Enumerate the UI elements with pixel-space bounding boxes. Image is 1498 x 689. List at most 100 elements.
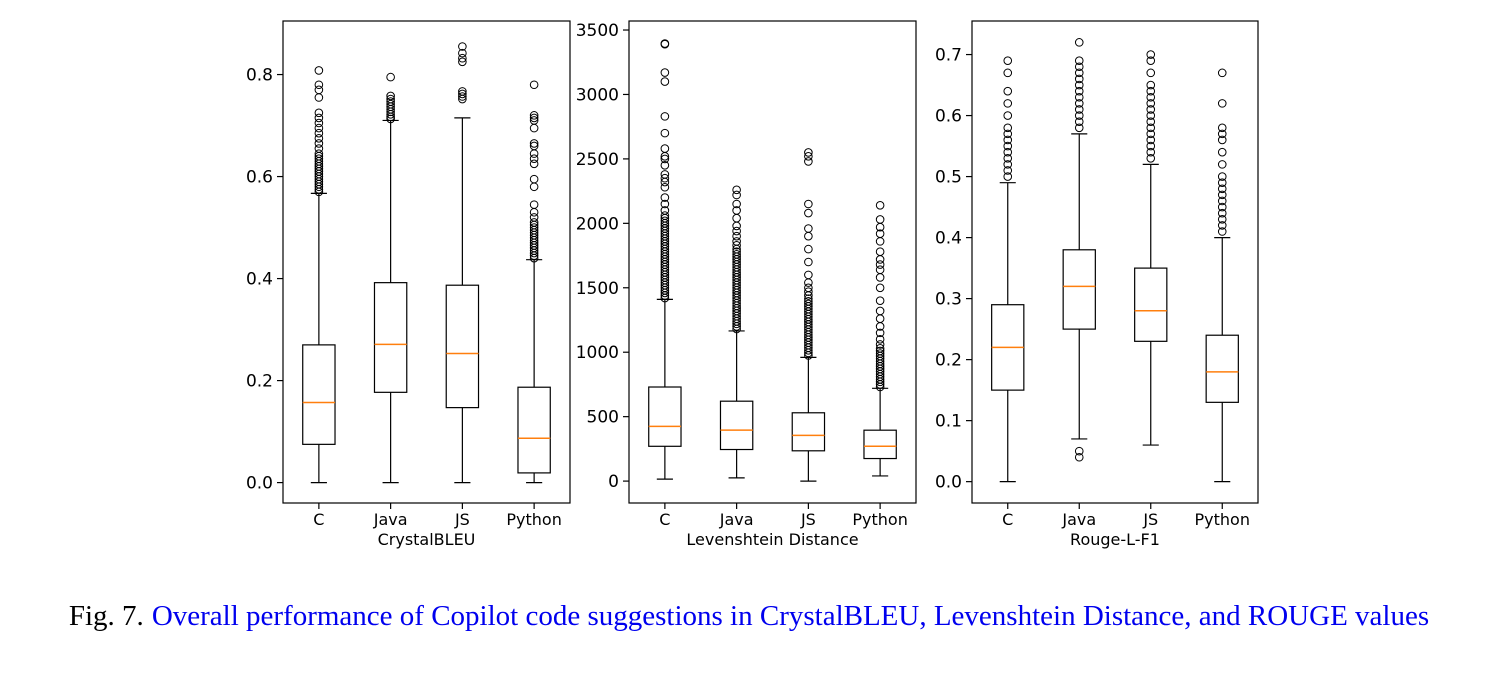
outlier-point [660, 170, 670, 179]
plot-frame [282, 20, 571, 504]
outlier-point [1074, 56, 1084, 65]
outlier-point [875, 283, 885, 293]
outlier-point [660, 77, 670, 86]
outlier-point [660, 154, 670, 164]
outlier-point [1146, 117, 1156, 126]
x-axis-label: Rouge-L-F1 [1070, 530, 1160, 549]
plot-frame [628, 20, 917, 504]
outlier-point [314, 139, 324, 148]
box-c [648, 386, 682, 447]
outlier-point [732, 206, 741, 215]
outlier-point [732, 199, 741, 209]
outlier-point [1003, 172, 1013, 181]
outlier-point [804, 257, 813, 267]
outlier-point [732, 190, 741, 200]
outlier-point [660, 112, 670, 121]
outlier-point [1146, 105, 1156, 114]
outlier-point [1003, 123, 1013, 133]
outlier-point [314, 66, 324, 75]
outlier-point [314, 149, 324, 158]
box-js [445, 284, 480, 409]
outlier-point [732, 213, 741, 223]
outlier-point [1146, 56, 1156, 65]
y-tick-label: 0.8 [246, 66, 273, 86]
outlier-point [458, 57, 467, 67]
outlier-point [314, 118, 324, 128]
caption-text: Overall performance of Copilot code sugg… [151, 600, 1430, 632]
y-tick-label: 0.0 [246, 474, 273, 494]
y-tick-label: 500 [587, 408, 619, 428]
outlier-point [1217, 135, 1227, 145]
x-tick-label: C [659, 510, 670, 529]
outlier-point [1217, 68, 1227, 78]
outlier-point [1217, 196, 1227, 206]
outlier-point [875, 273, 885, 282]
outlier-point [314, 128, 324, 138]
chart-panel-1: 0.0 0.2 0.4 0.6 0.8 C Java JS Python CrystalBLEU [246, 20, 571, 549]
outlier-point [875, 296, 885, 305]
outlier-point [660, 211, 670, 220]
outlier-point [529, 159, 539, 169]
outlier-point [529, 223, 539, 232]
y-tick-label: 0.3 [935, 290, 962, 310]
outlier-point [875, 229, 885, 238]
outlier-point [458, 92, 467, 101]
outlier-point [1217, 160, 1227, 169]
outlier-point [1074, 99, 1084, 108]
outlier-point [529, 149, 539, 158]
outlier-point [660, 216, 670, 226]
outlier-point [732, 226, 741, 236]
outlier-point [1074, 80, 1084, 90]
outlier-point [1217, 147, 1227, 157]
outlier-point [732, 247, 741, 256]
outlier-point [1146, 123, 1156, 133]
outlier-point [1003, 56, 1013, 65]
outlier-point [314, 123, 324, 133]
outlier-point [1146, 153, 1156, 163]
outlier-point [529, 200, 539, 209]
outlier-point [314, 144, 324, 153]
outlier-point [1146, 86, 1156, 96]
box-java [373, 282, 408, 393]
outlier-point [804, 224, 813, 233]
outlier-point [1217, 99, 1227, 108]
outlier-point [1217, 208, 1227, 218]
outlier-point [660, 182, 670, 192]
outlier-point [386, 91, 395, 101]
outlier-point [1146, 141, 1156, 151]
figure-caption: Fig. 7. Overall performance of Copilot co… [0, 596, 1498, 636]
outlier-point [529, 113, 539, 123]
y-tick-label: 0.2 [246, 372, 273, 392]
y-tick-label: 0.5 [935, 168, 962, 188]
outlier-point [804, 270, 813, 280]
outlier-point [314, 85, 324, 95]
x-tick-label: Python [506, 510, 561, 529]
outlier-point [875, 215, 885, 224]
outlier-point [875, 335, 885, 344]
outlier-point [386, 94, 395, 104]
outlier-point [804, 152, 813, 161]
outlier-point [660, 39, 670, 48]
box-js [1134, 267, 1168, 342]
outlier-point [314, 108, 324, 118]
outlier-point [1074, 38, 1084, 47]
outlier-point [732, 249, 741, 259]
y-tick-label: 0.6 [935, 107, 962, 127]
x-tick-label: Java [1061, 510, 1096, 529]
outlier-point [529, 111, 539, 120]
outlier-point [1217, 129, 1227, 139]
outlier-point [732, 185, 741, 195]
x-tick-label: JS [454, 510, 470, 529]
box-python [863, 429, 897, 460]
outlier-point [1074, 452, 1084, 462]
outlier-point [804, 283, 813, 293]
y-tick-label: 3500 [576, 21, 619, 41]
outlier-point [529, 116, 539, 125]
outlier-point [1074, 86, 1084, 96]
outlier-point [1217, 184, 1227, 194]
x-tick-label: C [313, 510, 324, 529]
outlier-point [875, 265, 885, 275]
outlier-point [804, 299, 813, 309]
outlier-point [875, 328, 885, 338]
outlier-point [1074, 111, 1084, 120]
